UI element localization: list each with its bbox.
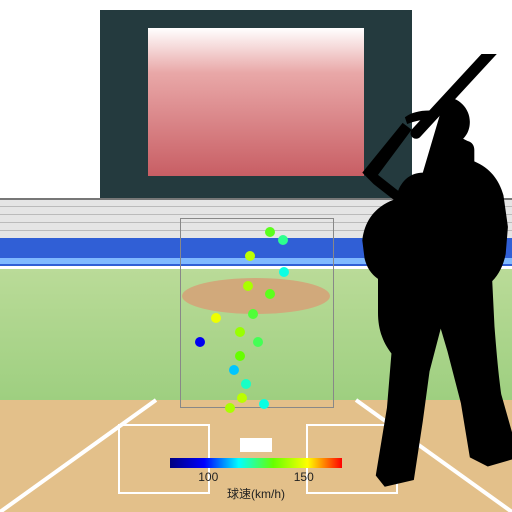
speed-colorbar bbox=[170, 458, 342, 468]
pitch-marker bbox=[265, 289, 275, 299]
pitch-marker bbox=[278, 235, 288, 245]
pitch-marker bbox=[265, 227, 275, 237]
speed-legend: 100 150 球速(km/h) bbox=[170, 458, 342, 498]
batter-icon bbox=[322, 54, 512, 506]
pitch-marker bbox=[279, 267, 289, 277]
pitch-marker bbox=[211, 313, 221, 323]
speed-ticks: 100 150 bbox=[170, 470, 342, 484]
pitch-marker bbox=[241, 379, 251, 389]
pitch-marker bbox=[235, 351, 245, 361]
pitch-marker bbox=[248, 309, 258, 319]
pitch-marker bbox=[253, 337, 263, 347]
pitch-marker bbox=[245, 251, 255, 261]
pitch-marker bbox=[225, 403, 235, 413]
stage: 100 150 球速(km/h) bbox=[0, 0, 512, 512]
pitch-marker bbox=[259, 399, 269, 409]
pitch-marker bbox=[229, 365, 239, 375]
pitch-marker bbox=[235, 327, 245, 337]
speed-tick-max: 150 bbox=[294, 470, 314, 484]
batter-silhouette bbox=[322, 54, 512, 506]
speed-axis-label: 球速(km/h) bbox=[170, 485, 342, 502]
pitch-marker bbox=[195, 337, 205, 347]
speed-tick-min: 100 bbox=[198, 470, 218, 484]
pitch-marker bbox=[237, 393, 247, 403]
pitch-marker bbox=[243, 281, 253, 291]
home-plate bbox=[240, 438, 272, 452]
